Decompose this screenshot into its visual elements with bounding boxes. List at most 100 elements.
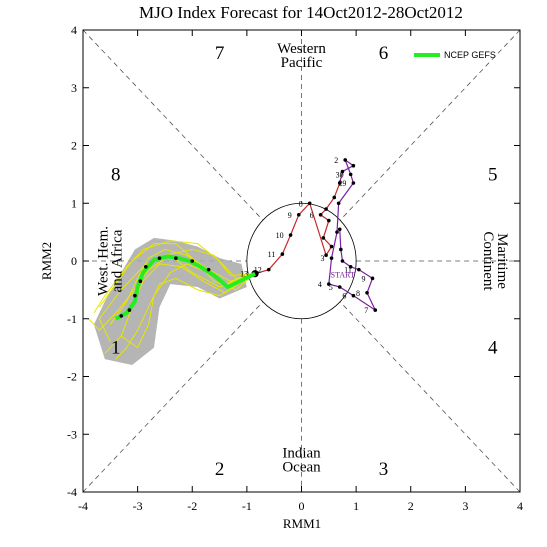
x-tick-label: -3 <box>133 499 143 513</box>
observed-point <box>337 227 342 232</box>
x-tick-label: 3 <box>462 499 468 513</box>
observed-point <box>324 207 328 211</box>
gefs-mean-point <box>174 256 178 260</box>
observed-point <box>336 201 341 206</box>
observed-point <box>327 282 331 286</box>
ensemble-member-line <box>93 240 256 314</box>
observed-point <box>340 169 345 174</box>
maritime-continent-label-line: Continent <box>480 231 496 291</box>
phase-number: 6 <box>379 43 389 64</box>
ensemble-member-line <box>104 263 256 354</box>
observed-day-label: 5 <box>329 283 333 292</box>
observed-point <box>351 181 356 185</box>
phase-number: 2 <box>215 459 225 480</box>
observed-point <box>337 285 342 289</box>
x-tick-label: 4 <box>517 499 523 513</box>
gefs-mean-line <box>114 254 256 321</box>
observed-day-label: 3 <box>321 254 325 263</box>
gefs-mean-point <box>144 264 148 269</box>
gefs-mean-trajectory <box>114 254 256 321</box>
observed-point <box>348 264 353 269</box>
x-tick-label: 0 <box>299 499 305 513</box>
observed-point <box>266 267 271 272</box>
west-hem-label-line: West. Hem. <box>96 226 112 296</box>
observed-point <box>351 163 356 168</box>
indian-ocean-label-line: Indian <box>282 445 321 461</box>
diagonal-line <box>339 29 521 221</box>
gefs-mean-point <box>157 256 162 260</box>
gefs-mean-point <box>138 279 143 284</box>
observed-day-label: 6 <box>310 211 314 220</box>
observed-point <box>340 259 345 263</box>
western-pacific-label-line: Western <box>277 41 326 57</box>
y-tick-label: -3 <box>67 427 77 441</box>
phase-number: 5 <box>488 164 498 185</box>
y-tick-label: 3 <box>71 81 77 95</box>
x-tick-label: 2 <box>408 499 414 513</box>
observed-point <box>318 213 323 217</box>
diagonal-line <box>82 301 264 493</box>
diagonal-line <box>339 301 521 493</box>
observed-point <box>327 218 331 223</box>
observed-day-label: 4 <box>318 280 322 289</box>
ensemble-member-line <box>88 254 256 331</box>
diagonal-line <box>82 29 264 221</box>
observed-point <box>296 213 301 217</box>
observed-point <box>337 181 342 185</box>
indian-ocean-label-line: Ocean <box>282 459 321 475</box>
observed-point <box>321 236 326 240</box>
observed-point <box>357 267 361 272</box>
phase-number: 8 <box>111 164 121 185</box>
observed-day-label: 6 <box>342 292 346 301</box>
observed-day-label: 7 <box>364 306 368 315</box>
y-axis-label: RMM2 <box>39 242 54 280</box>
unit-circle <box>246 202 357 320</box>
west-hem-label-line: and Africa <box>110 229 126 292</box>
observed-point <box>373 308 378 312</box>
observed-point <box>324 253 328 258</box>
gefs-mean-point <box>206 267 211 272</box>
chart-title: MJO Index Forecast for 14Oct2012-28Oct20… <box>139 3 463 22</box>
observed-point <box>332 195 337 200</box>
y-tick-label: -4 <box>67 485 77 499</box>
observed-point <box>307 201 312 206</box>
phase-number: 1 <box>111 338 121 359</box>
observed-day-label: 10 <box>276 231 284 240</box>
western-pacific-label-line: Pacific <box>281 55 323 71</box>
gefs-mean-point <box>119 314 124 318</box>
x-tick-label: -2 <box>187 499 197 513</box>
observed-point <box>351 293 356 298</box>
observed-day-label: 29 <box>338 179 346 188</box>
gefs-mean-point <box>133 293 137 298</box>
gefs-mean-point <box>127 308 132 312</box>
observed-point <box>329 256 334 260</box>
ensemble-member-line <box>109 248 256 325</box>
y-tick-label: 4 <box>71 23 77 37</box>
y-tick-label: 0 <box>71 254 77 268</box>
observed-point <box>343 158 348 162</box>
observed-day-label: 30 <box>336 170 344 179</box>
observed-point <box>280 252 285 256</box>
observed-point <box>339 247 343 252</box>
ensemble-members <box>88 240 256 360</box>
observed-day-label: 11 <box>344 266 352 275</box>
observed-day-label: 12 <box>254 266 262 275</box>
observed-day-label: 9 <box>288 211 292 220</box>
x-tick-label: -1 <box>242 499 252 513</box>
observed-day-label: 11 <box>268 250 276 259</box>
observed-day-label: 9 <box>362 274 366 283</box>
observed-day-label: 8 <box>299 199 303 208</box>
observed-day-label: 2 <box>334 156 338 165</box>
observed-day-label: 8 <box>356 289 360 298</box>
legend: NCEP GEFS <box>414 50 496 60</box>
observed-point <box>365 290 369 295</box>
observed-point <box>370 276 375 281</box>
observed-point <box>335 230 339 234</box>
y-tick-label: 2 <box>71 139 77 153</box>
y-tick-label: -1 <box>67 312 77 326</box>
observed-line-late <box>254 182 341 275</box>
